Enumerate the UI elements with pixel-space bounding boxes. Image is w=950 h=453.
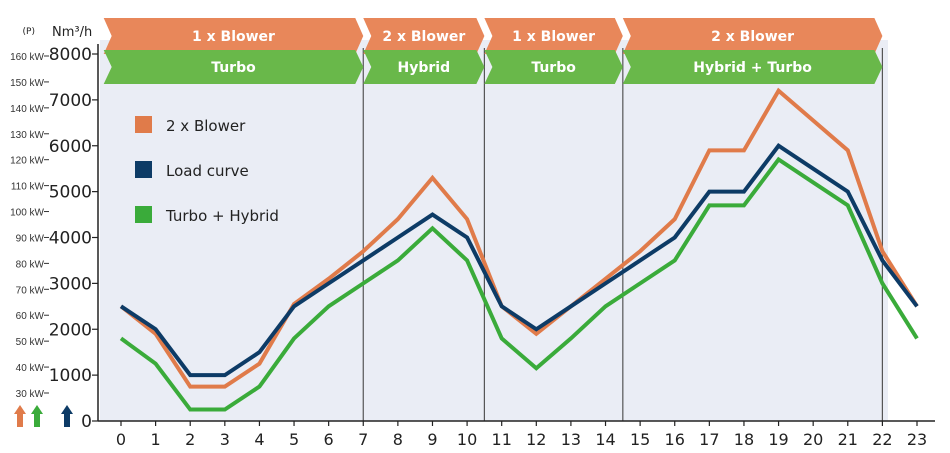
legend-label: Turbo + Hybrid (165, 207, 279, 225)
x-tick-label: 9 (427, 430, 437, 449)
power-tick-label: 160 kW (10, 52, 44, 63)
arrow-head (61, 405, 73, 414)
axis-labels: (P) Nm³/h (23, 25, 93, 40)
x-tick-label: 22 (872, 430, 892, 449)
top-band: 1 x Blower (484, 18, 623, 54)
top-band: 2 x Blower (363, 18, 485, 54)
legend-swatch (135, 161, 152, 178)
bottom-band: Turbo (484, 50, 623, 84)
power-tick-label: 130 kW (10, 130, 44, 141)
bottom-band: Turbo (103, 50, 364, 84)
y-tick-label: 1000 (49, 366, 92, 386)
bottom-band: Hybrid (363, 50, 485, 84)
legend: 2 x Blower Load curve Turbo + Hybrid (135, 116, 279, 225)
power-tick-label: 120 kW (10, 156, 44, 167)
x-tick-label: 2 (185, 430, 195, 449)
top-band-label: 2 x Blower (711, 29, 794, 45)
up-arrow-icon (14, 405, 26, 427)
up-arrow-icon (61, 405, 73, 427)
bottom-band-shape (484, 50, 623, 84)
power-tick-label: 40 kW (16, 363, 45, 374)
bottom-band: Hybrid + Turbo (622, 50, 883, 84)
legend-label: Load curve (166, 162, 249, 180)
top-band-shape (103, 18, 364, 54)
x-tick-label: 10 (457, 430, 477, 449)
y-tick-label: 0 (81, 412, 92, 432)
top-band-label: 1 x Blower (192, 29, 275, 45)
legend-swatch (135, 206, 152, 223)
power-tick-label: 140 kW (10, 104, 44, 115)
bottom-band-shape (363, 50, 485, 84)
power-tick-label: 70 kW (16, 285, 45, 296)
x-tick-label: 21 (838, 430, 858, 449)
plot-background (100, 40, 888, 421)
series-line (119, 156, 919, 412)
y-tick-label: 6000 (49, 137, 92, 157)
x-tick-label: 1 (151, 430, 161, 449)
x-tick-label: 23 (907, 430, 927, 449)
top-band: 1 x Blower (103, 18, 364, 54)
y-tick-label: 5000 (49, 183, 92, 203)
x-tick-label: 0 (116, 430, 126, 449)
top-band-shape (363, 18, 485, 54)
mode-bands: 1 x Blower 2 x Blower 1 x Blower 2 x Blower… (103, 18, 883, 84)
arrow-head (31, 405, 43, 414)
y-tick-label: 2000 (49, 320, 92, 340)
power-tick-label: 80 kW (16, 259, 45, 270)
legend-label: 2 x Blower (166, 117, 246, 135)
plot-area (100, 40, 888, 421)
top-band-label: 1 x Blower (512, 29, 595, 45)
x-tick-label: 4 (254, 430, 264, 449)
y-unit-label: Nm³/h (52, 25, 92, 40)
x-tick-label: 15 (630, 430, 650, 449)
bottom-band-label: Turbo (211, 60, 256, 76)
power-tick-label: 50 kW (16, 337, 45, 348)
x-tick-label: 5 (289, 430, 299, 449)
arrow-head (14, 405, 26, 414)
x-tick-label: 14 (595, 430, 615, 449)
y-tick-label: 4000 (49, 229, 92, 249)
legend-swatch (135, 116, 152, 133)
arrow-shaft (34, 413, 40, 427)
power-tick-label: 100 kW (10, 208, 44, 219)
bottom-band-label: Hybrid + Turbo (693, 60, 812, 76)
x-tick-label: 3 (220, 430, 230, 449)
top-band: 2 x Blower (622, 18, 883, 54)
x-tick-label: 20 (803, 430, 823, 449)
x-tick-label: 13 (561, 430, 581, 449)
bottom-band-shape (103, 50, 364, 84)
bottom-band-label: Hybrid (398, 60, 451, 76)
series-line (119, 143, 919, 378)
bottom-band-shape (622, 50, 883, 84)
up-arrow-icon (31, 405, 43, 427)
x-tick-label: 6 (324, 430, 334, 449)
y-tick-label: 8000 (49, 45, 92, 65)
series-lines (119, 87, 919, 412)
bottom-band-label: Turbo (531, 60, 576, 76)
x-tick-label: 17 (699, 430, 719, 449)
power-tick-label: 110 kW (11, 182, 45, 193)
top-band-label: 2 x Blower (382, 29, 465, 45)
power-tick-label: 150 kW (10, 78, 44, 89)
top-band-shape (622, 18, 883, 54)
x-tick-label: 8 (393, 430, 403, 449)
top-band-shape (484, 18, 623, 54)
power-tick-label: 60 kW (16, 311, 45, 322)
power-tick-label: 90 kW (16, 233, 45, 244)
x-tick-label: 19 (768, 430, 788, 449)
x-tick-label: 7 (358, 430, 368, 449)
power-tick-label: 30 kW (16, 389, 45, 400)
y-tick-label: 7000 (49, 91, 92, 111)
x-tick-label: 16 (665, 430, 685, 449)
x-tick-label: 11 (492, 430, 512, 449)
arrow-shaft (17, 413, 23, 427)
y-tick-label: 3000 (49, 274, 92, 294)
x-tick-label: 12 (526, 430, 546, 449)
power-axis-prefix: (P) (23, 27, 35, 37)
arrow-shaft (64, 413, 70, 427)
phase-dividers (362, 48, 883, 421)
x-tick-label: 18 (734, 430, 754, 449)
